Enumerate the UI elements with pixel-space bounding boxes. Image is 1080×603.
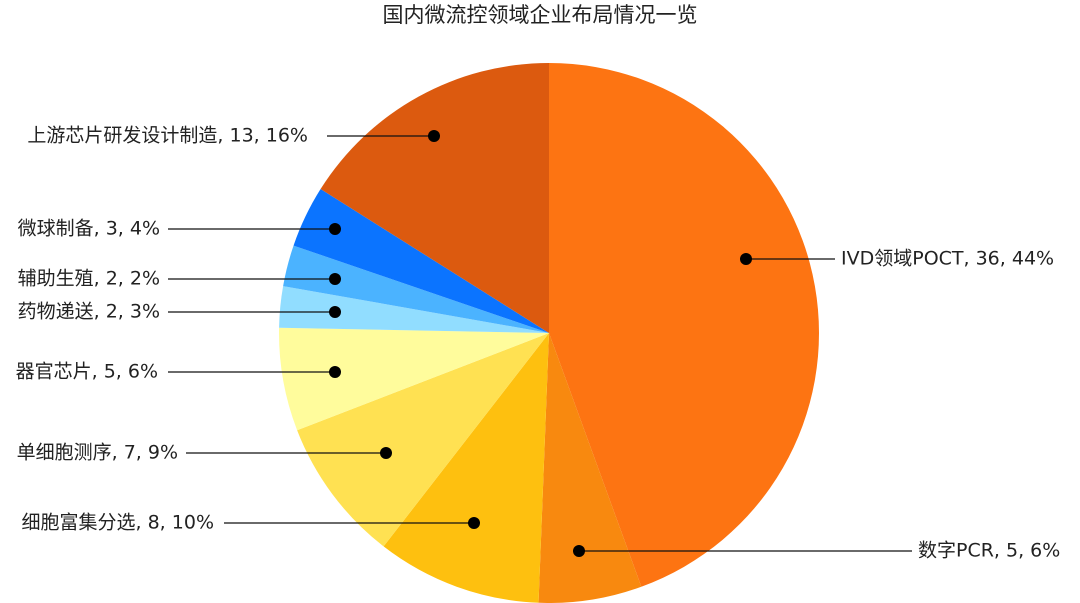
leader-dot [329, 366, 341, 378]
data-label: IVD领域POCT, 36, 44% [841, 248, 1054, 270]
pie-slice [549, 63, 819, 587]
data-label: 细胞富集分选, 8, 10% [22, 512, 214, 534]
data-label: 上游芯片研发设计制造, 13, 16% [27, 125, 308, 147]
pie-slice [383, 333, 549, 603]
leader-dot [573, 545, 585, 557]
leader-dot [428, 130, 440, 142]
leader-dot [468, 517, 480, 529]
pie-slice [283, 245, 549, 333]
leader-dot [740, 253, 752, 265]
data-label: 微球制备, 3, 4% [18, 218, 160, 240]
chart-title: 国内微流控领域企业布局情况一览 [383, 3, 698, 27]
pie-slice [279, 327, 549, 431]
leader-dot [380, 447, 392, 459]
pie-slice [279, 286, 549, 333]
leader-dot [329, 306, 341, 318]
data-label: 单细胞测序, 7, 9% [17, 442, 178, 464]
leader-dot [329, 273, 341, 285]
pie-slice [293, 189, 549, 333]
data-label: 辅助生殖, 2, 2% [18, 268, 160, 290]
data-label: 数字PCR, 5, 6% [918, 540, 1060, 562]
data-label: 药物递送, 2, 3% [18, 301, 160, 323]
leader-dot [329, 223, 341, 235]
pie-slice [538, 333, 642, 603]
data-label: 器官芯片, 5, 6% [16, 361, 158, 383]
pie-slice [320, 63, 549, 333]
pie-slice [297, 333, 549, 547]
